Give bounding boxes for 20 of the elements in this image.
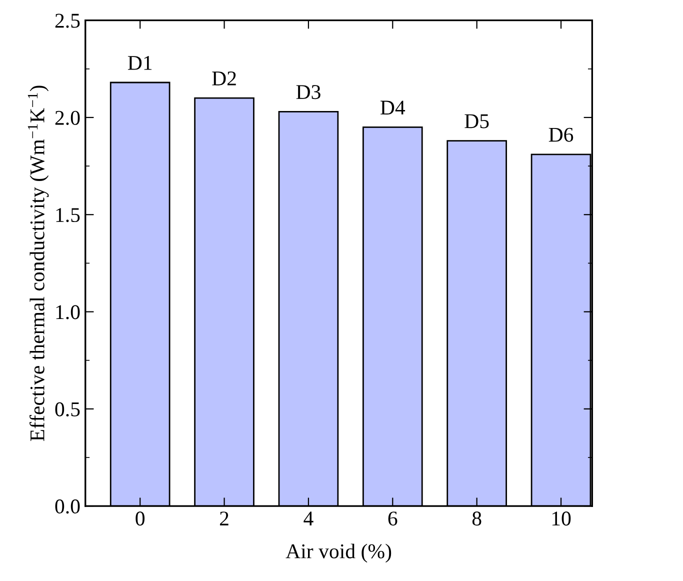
x-tick-label: 6 [388,512,398,526]
y-tick-label: 1.5 [56,208,80,222]
x-tick-label: 8 [472,512,482,526]
x-tick-label: 4 [304,512,314,526]
y-tick-label: 2.5 [55,14,80,28]
annotation: D5 [464,114,489,128]
y-axis-title: Effective thermal conductivity (Wm$^{−1}$K$^{−1}$) [28,86,49,442]
x-tick-label: 2 [220,512,228,526]
annotation: D2 [212,71,236,86]
y-tick-label: 0.5 [55,402,80,416]
x-axis-title: Air void (%) [286,544,392,563]
annotation: D6 [548,128,574,142]
y-tick-label: 1.0 [56,305,80,320]
annotation: D4 [380,100,406,114]
y-tick-label: 0.0 [55,499,80,514]
x-tick-label: 0 [136,512,145,526]
y-tick-label: 2.0 [55,110,80,126]
x-tick-label: 10 [552,512,571,526]
annotation: D3 [296,85,320,100]
annotation: D1 [128,56,152,70]
